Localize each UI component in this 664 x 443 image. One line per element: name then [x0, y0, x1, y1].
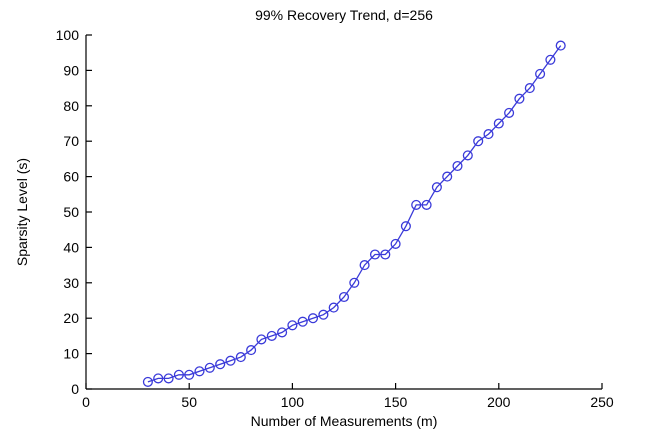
x-tick-label: 50 [181, 394, 197, 410]
data-point-marker [493, 118, 504, 129]
data-point-marker [307, 313, 319, 324]
data-point-marker [184, 369, 195, 380]
data-point-marker [555, 40, 566, 51]
x-tick-label: 150 [384, 394, 408, 410]
y-tick-label: 20 [63, 310, 79, 326]
trend-line [147, 45, 562, 383]
data-point-marker [452, 160, 463, 172]
data-point-marker [504, 107, 515, 118]
y-tick-label: 30 [63, 275, 79, 291]
y-tick-label: 0 [71, 381, 79, 397]
data-point-marker [266, 330, 277, 341]
data-point-marker [153, 373, 164, 384]
data-point-marker [349, 277, 360, 288]
data-point-marker [215, 359, 226, 370]
data-point-marker [545, 54, 556, 65]
data-point-marker [535, 68, 546, 79]
y-tick-label: 10 [63, 346, 79, 362]
data-point-marker [235, 352, 246, 363]
data-point-marker [483, 129, 494, 140]
data-point-marker [297, 316, 308, 327]
data-point-marker [173, 369, 184, 380]
data-point-marker [142, 376, 153, 387]
y-axis-label: Sparsity Level (s) [14, 158, 30, 266]
x-tick-label: 200 [487, 394, 511, 410]
data-point-marker [411, 199, 422, 210]
data-point-marker [524, 83, 535, 94]
data-point-marker [380, 249, 391, 260]
chart-title: 99% Recovery Trend, d=256 [255, 7, 433, 23]
y-tick-label: 70 [63, 133, 79, 149]
y-tick-label: 60 [63, 169, 79, 185]
data-point-marker [163, 373, 174, 384]
data-point-marker [204, 362, 215, 373]
data-point-marker [338, 291, 350, 303]
x-tick-label: 250 [590, 394, 614, 410]
data-point-marker [400, 221, 411, 232]
data-point-marker [225, 355, 236, 366]
y-tick-label: 80 [63, 98, 79, 114]
data-point-marker [442, 171, 453, 182]
y-tick-label: 50 [63, 204, 79, 220]
data-point-marker [390, 238, 401, 249]
x-axis-label: Number of Measurements (m) [251, 413, 438, 429]
data-point-marker [359, 260, 370, 271]
data-point-marker [431, 182, 442, 193]
data-point-marker [328, 302, 339, 313]
data-point-marker [369, 249, 381, 260]
data-point-marker [421, 199, 432, 210]
data-point-marker [256, 334, 267, 345]
x-tick-label: 0 [82, 394, 90, 410]
data-point-marker [194, 366, 205, 377]
data-point-marker [287, 320, 298, 331]
data-point-marker [318, 309, 329, 320]
data-point-marker [462, 150, 473, 161]
data-point-marker [473, 136, 484, 147]
y-tick-label: 100 [56, 27, 80, 43]
data-point-marker [246, 345, 257, 356]
data-point-marker [514, 93, 525, 104]
data-point-marker [277, 327, 288, 338]
x-tick-label: 100 [281, 394, 305, 410]
y-tick-label: 40 [63, 239, 79, 255]
y-tick-label: 90 [63, 62, 79, 78]
